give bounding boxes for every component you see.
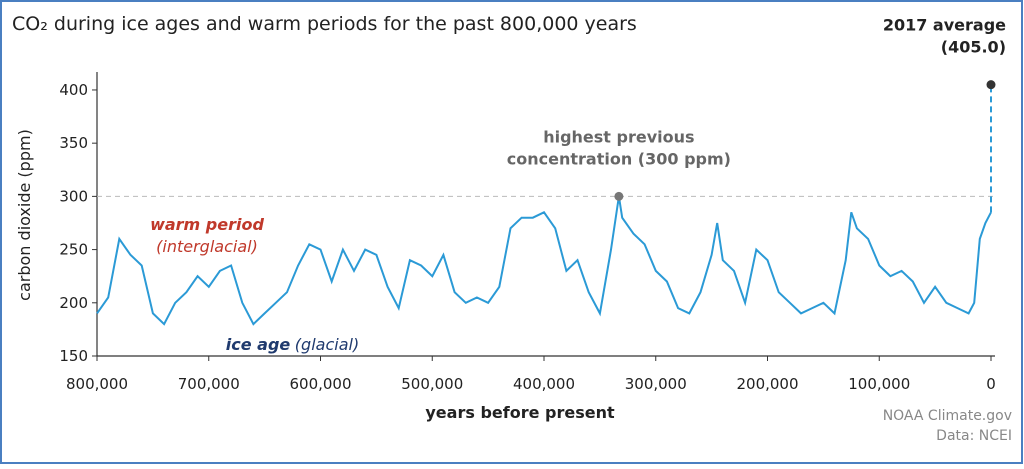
- x-tick-label: 200,000: [736, 375, 798, 393]
- credit: Data: NCEI: [936, 428, 1012, 444]
- x-tick-label: 800,000: [66, 375, 128, 393]
- annotation: (glacial): [295, 335, 359, 354]
- credit: NOAA Climate.gov: [883, 408, 1012, 424]
- x-tick-label: 400,000: [513, 375, 575, 393]
- highlight-label: (405.0): [941, 38, 1006, 57]
- x-tick-label: 100,000: [848, 375, 910, 393]
- y-tick-label: 200: [59, 294, 88, 312]
- data-line: [96, 196, 992, 326]
- chart-title: CO₂ during ice ages and warm periods for…: [12, 13, 637, 35]
- y-tick-label: 300: [59, 187, 88, 205]
- highlight-point: [986, 80, 996, 90]
- highlight-label: highest previous: [543, 127, 694, 146]
- x-tick-label: 0: [986, 375, 996, 393]
- y-tick-label: 250: [59, 241, 88, 259]
- annotation: warm period: [150, 215, 264, 234]
- annotation: (interglacial): [156, 237, 258, 256]
- y-tick-label: 350: [59, 134, 88, 152]
- highlight-point: [614, 191, 624, 201]
- x-axis-label: years before present: [425, 403, 615, 422]
- highlight-label: concentration (300 ppm): [507, 149, 731, 168]
- x-tick-label: 700,000: [178, 375, 240, 393]
- x-tick-label: 600,000: [289, 375, 351, 393]
- x-tick-label: 300,000: [625, 375, 687, 393]
- y-axis-label: carbon dioxide (ppm): [15, 129, 34, 301]
- y-tick-label: 400: [59, 81, 88, 99]
- x-tick-label: 500,000: [401, 375, 463, 393]
- highlight-label: 2017 average: [883, 16, 1006, 35]
- y-tick-label: 150: [59, 347, 88, 365]
- annotation: ice age: [226, 335, 291, 354]
